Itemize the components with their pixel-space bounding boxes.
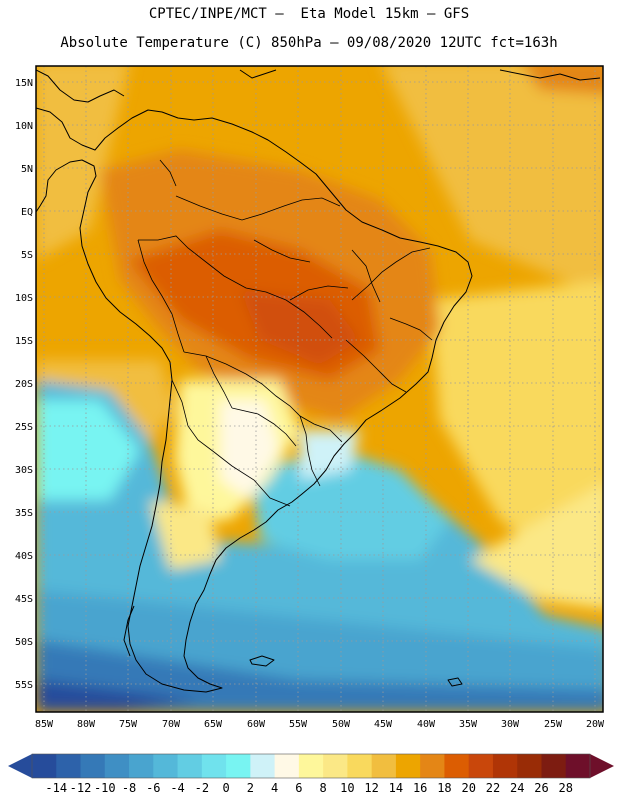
colorbar-label: -4 <box>170 781 184 795</box>
colorbar-swatch <box>347 754 373 778</box>
latitude-labels: 15N 10N 5N EQ 5S 10S 15S 20S 25S 30S 35S… <box>15 78 33 691</box>
lon-label: 85W <box>35 719 54 730</box>
coastline <box>36 69 601 693</box>
colorbar-swatch <box>32 754 57 778</box>
lat-label: 50S <box>15 637 33 648</box>
colorbar-swatch <box>153 754 179 778</box>
lon-label: 20W <box>586 719 605 730</box>
colorbar-swatch <box>104 754 130 778</box>
colorbar-label: 16 <box>413 781 427 795</box>
colorbar-swatch <box>492 754 518 778</box>
lat-label: 25S <box>15 422 33 433</box>
colorbar-swatch <box>298 754 324 778</box>
colorbar-label: 18 <box>437 781 451 795</box>
lat-label: 45S <box>15 594 33 605</box>
colorbar-low-arrow <box>8 754 32 778</box>
lon-label: 45W <box>374 719 393 730</box>
lat-label: EQ <box>21 207 33 218</box>
colorbar-high-arrow <box>590 754 614 778</box>
colorbar-swatch <box>541 754 567 778</box>
colorbar-label: 12 <box>364 781 378 795</box>
colorbar-swatch <box>129 754 154 778</box>
lat-label: 10S <box>15 293 33 304</box>
lon-label: 30W <box>501 719 520 730</box>
lat-label: 40S <box>15 551 33 562</box>
lon-label: 80W <box>77 719 96 730</box>
colorbar-swatch <box>565 754 591 778</box>
colorbar-label: 28 <box>559 781 573 795</box>
colorbar-label: 0 <box>222 781 229 795</box>
colorbar-swatch <box>226 754 251 778</box>
colorbar-label: 6 <box>295 781 302 795</box>
colorbar-label: -8 <box>122 781 136 795</box>
lat-label: 15S <box>15 336 33 347</box>
colorbar-swatch <box>274 754 300 778</box>
colorbar-swatch <box>56 754 82 778</box>
colorbar-label: 10 <box>340 781 354 795</box>
map-subtitle: Absolute Temperature (C) 850hPa – 09/08/… <box>60 35 558 51</box>
country-borders <box>137 159 433 507</box>
lat-label: 5S <box>21 250 33 261</box>
colorbar-label: -6 <box>146 781 160 795</box>
colorbar-label: 8 <box>320 781 327 795</box>
graticule <box>36 66 603 712</box>
colorbar-label: -2 <box>195 781 209 795</box>
colorbar: -14 -12 -10 -8 -6 -4 -2 0 2 4 6 8 10 12 14 16 18 20 22 24 26… <box>8 753 614 795</box>
lat-label: 55S <box>15 680 33 691</box>
colorbar-swatch <box>250 754 276 778</box>
lat-label: 30S <box>15 465 33 476</box>
longitude-labels: 85W 80W 75W 70W 65W 60W 55W 50W 45W 40W … <box>35 719 605 730</box>
lat-label: 5N <box>21 164 33 175</box>
colorbar-swatch <box>371 754 397 778</box>
colorbar-label: -12 <box>70 781 92 795</box>
colorbar-swatch <box>177 754 203 778</box>
lon-label: 60W <box>247 719 266 730</box>
colorbar-swatch <box>323 754 348 778</box>
lon-label: 40W <box>417 719 436 730</box>
colorbar-swatch <box>395 754 421 778</box>
lat-label: 20S <box>15 379 33 390</box>
colorbar-label: 2 <box>247 781 254 795</box>
lon-label: 70W <box>162 719 181 730</box>
colorbar-swatch <box>420 754 445 778</box>
colorbar-label: -14 <box>45 781 67 795</box>
lon-label: 75W <box>119 719 138 730</box>
lon-label: 35W <box>459 719 478 730</box>
map-title: CPTEC/INPE/MCT – Eta Model 15km – GFS <box>148 6 470 22</box>
colorbar-swatch <box>444 754 470 778</box>
temperature-field <box>36 66 603 712</box>
colorbar-label: 20 <box>461 781 475 795</box>
map-frame <box>35 65 604 713</box>
colorbar-label: 26 <box>534 781 548 795</box>
colorbar-label: 14 <box>389 781 403 795</box>
colorbar-label: 4 <box>271 781 278 795</box>
lat-label: 10N <box>15 121 33 132</box>
lon-label: 55W <box>289 719 308 730</box>
colorbar-swatch <box>201 754 227 778</box>
colorbar-swatch <box>468 754 494 778</box>
colorbar-label: -10 <box>94 781 116 795</box>
colorbar-swatch <box>80 754 106 778</box>
lon-label: 50W <box>332 719 351 730</box>
lon-label: 25W <box>544 719 563 730</box>
lon-label: 65W <box>204 719 223 730</box>
colorbar-label: 24 <box>510 781 524 795</box>
colorbar-label: 22 <box>486 781 500 795</box>
colorbar-swatch <box>517 754 542 778</box>
colorbar-outline <box>31 753 591 779</box>
lat-label: 35S <box>15 508 33 519</box>
lat-label: 15N <box>15 78 33 89</box>
